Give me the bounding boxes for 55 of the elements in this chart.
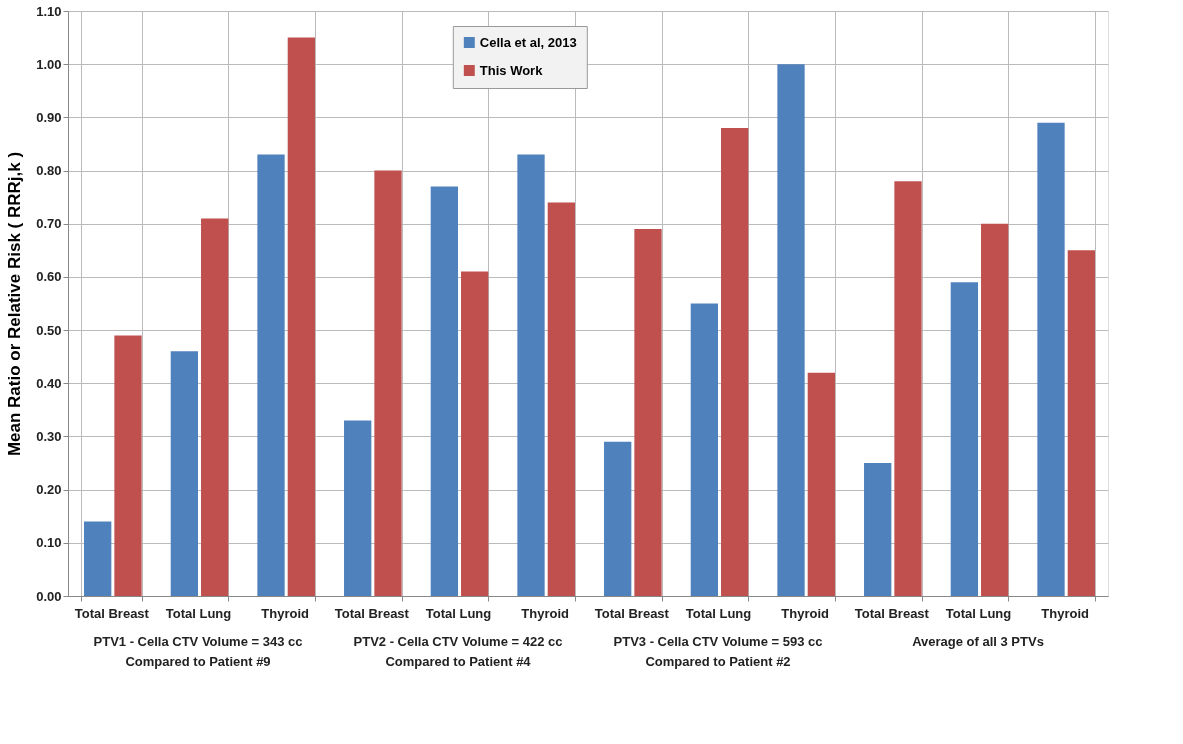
y-tick-label: 0.20	[36, 482, 62, 498]
x-tick-label: Thyroid	[781, 605, 830, 621]
x-tick-label: Total Lung	[945, 605, 1012, 621]
x-tick-label: Total Breast	[594, 605, 670, 621]
y-tick-label: 0.50	[36, 322, 62, 338]
bar	[634, 229, 662, 596]
text: PTV3 - Cella CTV Volume = 593 cc Compared to Patient #2	[613, 634, 823, 669]
y-tick-label: 1.10	[36, 3, 62, 19]
bar	[547, 202, 575, 596]
x-tick-label: Total Breast	[334, 605, 410, 621]
y-tick-label: 0.90	[36, 109, 62, 125]
legend-label: This Work	[479, 62, 544, 78]
bar	[517, 154, 545, 596]
legend-label: Cella et al, 2013	[479, 34, 577, 50]
bar	[777, 64, 805, 596]
text: PTV1 - Cella CTV Volume = 343 cc Compared to Patient #9	[93, 634, 303, 669]
bar	[1067, 250, 1095, 596]
x-tick-label: Total Lung	[685, 605, 752, 621]
bar	[1037, 122, 1065, 596]
bar	[690, 303, 718, 596]
y-tick-label: 0.80	[36, 163, 62, 179]
bar	[950, 282, 978, 596]
text: PTV2 - Cella CTV Volume = 422 cc Compared to Patient #4	[353, 634, 563, 669]
x-tick-label: Total Lung	[425, 605, 492, 621]
bar	[807, 372, 835, 596]
y-tick-label: 1.00	[36, 56, 62, 72]
bar	[344, 420, 372, 596]
y-tick-label: 0.30	[36, 428, 62, 444]
x-tick-label: Total Breast	[74, 605, 150, 621]
bar	[287, 37, 315, 596]
bar	[604, 441, 632, 596]
bar	[114, 335, 142, 596]
y-tick-label: 0.40	[36, 375, 62, 391]
y-tick-label: 0.60	[36, 269, 62, 285]
x-tick-label: Total Lung	[165, 605, 232, 621]
y-tick-label: 0.00	[36, 588, 62, 604]
bar	[201, 218, 229, 596]
x-tick-label: Total Breast	[854, 605, 930, 621]
x-tick-label: Thyroid	[521, 605, 570, 621]
y-tick-label: 0.10	[36, 535, 62, 551]
bar	[170, 351, 198, 596]
bar	[374, 170, 402, 596]
x-tick-label: Thyroid	[261, 605, 310, 621]
text: Average of all 3 PTVs	[912, 634, 1044, 649]
bar	[84, 521, 112, 596]
bar	[430, 186, 458, 596]
bar	[864, 463, 892, 596]
bar	[461, 271, 489, 596]
bar	[894, 181, 922, 596]
bar	[981, 223, 1009, 596]
x-tick-label: Thyroid	[1041, 605, 1090, 621]
y-tick-label: 0.70	[36, 216, 62, 232]
y-axis-title: Mean Ratio or Relative Risk ( RRRj,k )	[5, 151, 25, 457]
bar	[721, 128, 749, 596]
bar	[257, 154, 285, 596]
